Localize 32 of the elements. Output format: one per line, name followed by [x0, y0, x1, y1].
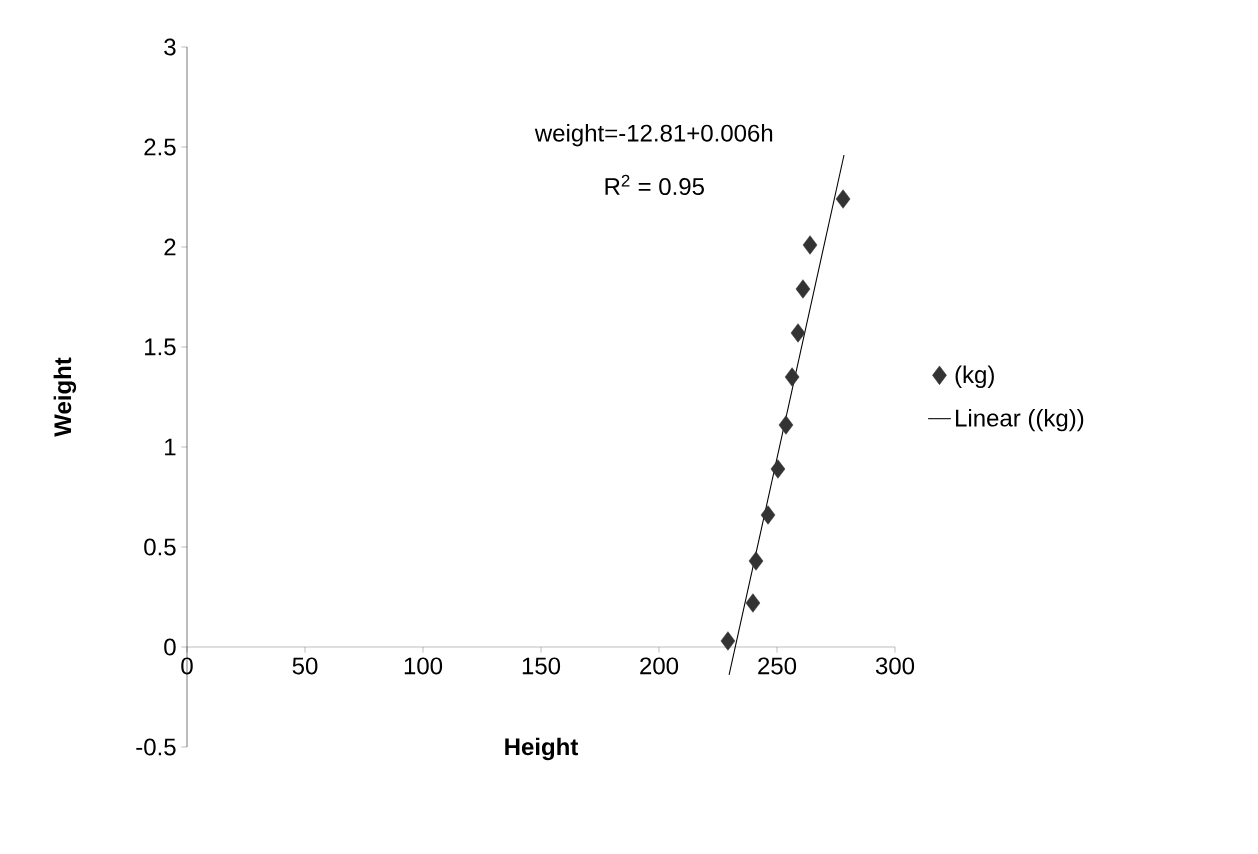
- y-tick-label: 0: [164, 638, 176, 656]
- annotation: R$^{2}$ = 0.95: [605, 174, 704, 196]
- y-tick-label: 0.5: [144, 538, 176, 556]
- legend-label: Linear ((kg)): [956, 408, 1084, 432]
- y-tick-label: 1.5: [145, 338, 176, 356]
- y-axis-title: Weight: [53, 357, 77, 437]
- x-tick-label: 250: [758, 657, 797, 675]
- x-tick-label: 0: [181, 657, 193, 675]
- x-axis-title: Height: [505, 737, 579, 761]
- y-tick-label: 3: [164, 38, 176, 56]
- y-tick-label: 2: [164, 238, 176, 256]
- point: [795, 279, 811, 299]
- point: [748, 551, 764, 571]
- point: [784, 367, 800, 387]
- y-tick-label: 1: [165, 438, 176, 456]
- x-tick-label: 300: [875, 657, 915, 675]
- x-tick-label: 200: [640, 657, 679, 675]
- x-tick-label: 50: [292, 657, 318, 675]
- point: [760, 505, 776, 525]
- legend-label: (kg): [955, 365, 994, 388]
- point: [770, 459, 786, 479]
- point: [778, 415, 794, 435]
- x-tick-label: 100: [404, 657, 443, 675]
- point: [835, 189, 851, 209]
- point: [790, 323, 806, 343]
- point: [802, 235, 818, 255]
- point: [720, 631, 736, 651]
- y-tick-label: 2.5: [144, 138, 176, 156]
- x-tick-label: 150: [522, 657, 561, 675]
- y-tick-label: -0.5: [136, 738, 176, 756]
- point: [745, 593, 761, 613]
- annotation: weight=-12.81+0.006h: [534, 124, 773, 147]
